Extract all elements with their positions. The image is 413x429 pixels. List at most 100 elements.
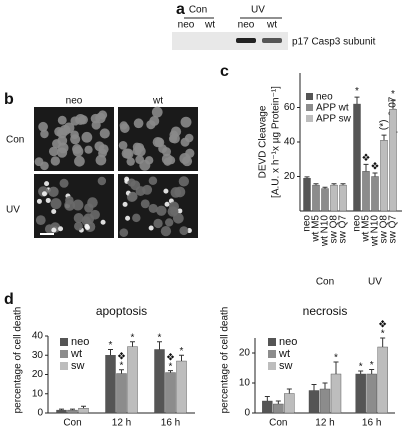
y-tick-label: 30 <box>32 350 44 361</box>
y-tick-label: 20 <box>239 348 251 359</box>
category-label: neo <box>302 215 313 232</box>
cell <box>161 153 173 165</box>
blot-strip <box>172 32 288 50</box>
error-bar <box>340 183 346 186</box>
cell <box>40 129 49 139</box>
cell <box>179 226 189 236</box>
error-bar <box>304 176 310 179</box>
category-label: sw Q8 <box>329 215 340 244</box>
cell <box>170 187 182 198</box>
legend-label: sw <box>279 360 293 372</box>
error-bar <box>108 348 113 356</box>
cell <box>75 114 86 125</box>
cell <box>74 155 85 167</box>
cell <box>132 213 141 223</box>
column-label: wt <box>152 96 163 107</box>
bar <box>389 109 397 212</box>
error-bar <box>322 186 328 189</box>
significance-marker: * <box>180 346 184 357</box>
group-label: Con <box>316 277 334 288</box>
lane-label: wt <box>266 20 277 31</box>
cell <box>140 199 150 209</box>
x-tick-label: 12 h <box>315 418 334 429</box>
lane-label: neo <box>238 20 255 31</box>
x-tick-label: 16 h <box>362 418 381 429</box>
cell <box>142 184 153 195</box>
bar <box>319 388 331 414</box>
y-tick-label: 40 <box>32 331 44 342</box>
cell <box>74 221 83 231</box>
blot-band <box>262 38 282 43</box>
cell <box>123 148 134 159</box>
y-axis-label: percentage of cell death <box>13 307 24 414</box>
cell <box>127 178 136 187</box>
legend-swatch <box>268 350 276 358</box>
cell <box>72 146 84 157</box>
cell <box>120 123 130 133</box>
cell <box>156 205 167 216</box>
cell <box>51 227 57 233</box>
legend-label: APP wt <box>316 103 349 114</box>
blot-group: Con <box>189 5 207 16</box>
cell <box>41 191 47 197</box>
legend-label: neo <box>71 336 89 348</box>
cell <box>185 148 195 158</box>
cell <box>51 209 57 215</box>
category-label: sw Q7 <box>338 215 349 244</box>
bar <box>78 407 89 414</box>
legend-swatch <box>60 350 68 358</box>
error-bar <box>358 370 364 374</box>
error-bar <box>168 370 173 373</box>
cell <box>126 157 135 166</box>
cell <box>65 196 74 205</box>
lane-label: wt <box>204 20 215 31</box>
error-bar <box>70 408 75 411</box>
bar <box>377 346 388 414</box>
bar <box>303 178 311 212</box>
cell <box>165 218 174 227</box>
bar <box>371 176 379 212</box>
chart-title: necrosis <box>303 304 348 318</box>
legend-swatch <box>306 115 313 122</box>
cell <box>35 215 46 226</box>
error-bar <box>286 388 292 394</box>
error-bar <box>81 405 86 409</box>
significance-marker: * <box>370 360 374 371</box>
bar <box>355 373 366 414</box>
error-bar <box>331 183 337 186</box>
group-label: UV <box>368 277 382 288</box>
cell <box>59 178 69 188</box>
error-bar <box>381 134 387 141</box>
error-bar <box>313 183 319 186</box>
error-bar <box>59 408 64 411</box>
legend-label: APP sw <box>316 114 352 125</box>
error-bar <box>363 163 369 172</box>
bar <box>154 349 165 414</box>
cell <box>133 118 144 129</box>
legend-label: wt <box>70 348 82 360</box>
y-tick-label: 0 <box>37 408 43 419</box>
y-tick-label: 60 <box>284 102 296 113</box>
legend-label: sw <box>71 360 85 372</box>
x-tick-label: Con <box>63 418 81 429</box>
significance-marker: ❖ <box>166 352 175 363</box>
cell <box>40 161 49 171</box>
panel-label: d <box>4 291 14 308</box>
significance-marker: * <box>109 340 113 351</box>
cell <box>122 201 128 207</box>
cell <box>134 142 145 153</box>
significance-marker: * <box>391 89 395 100</box>
bar <box>116 373 127 414</box>
x-tick-label: Con <box>269 418 287 429</box>
lane-label: neo <box>178 20 195 31</box>
cell <box>148 225 154 231</box>
row-label: UV <box>6 205 20 216</box>
cell <box>58 226 64 232</box>
cell <box>100 219 106 225</box>
cell <box>57 115 67 125</box>
bar <box>366 373 377 414</box>
y-tick-label: 40 <box>284 137 296 148</box>
significance-marker: ❖ <box>117 351 126 362</box>
bar <box>339 184 347 212</box>
chart-title: apoptosis <box>96 304 147 318</box>
